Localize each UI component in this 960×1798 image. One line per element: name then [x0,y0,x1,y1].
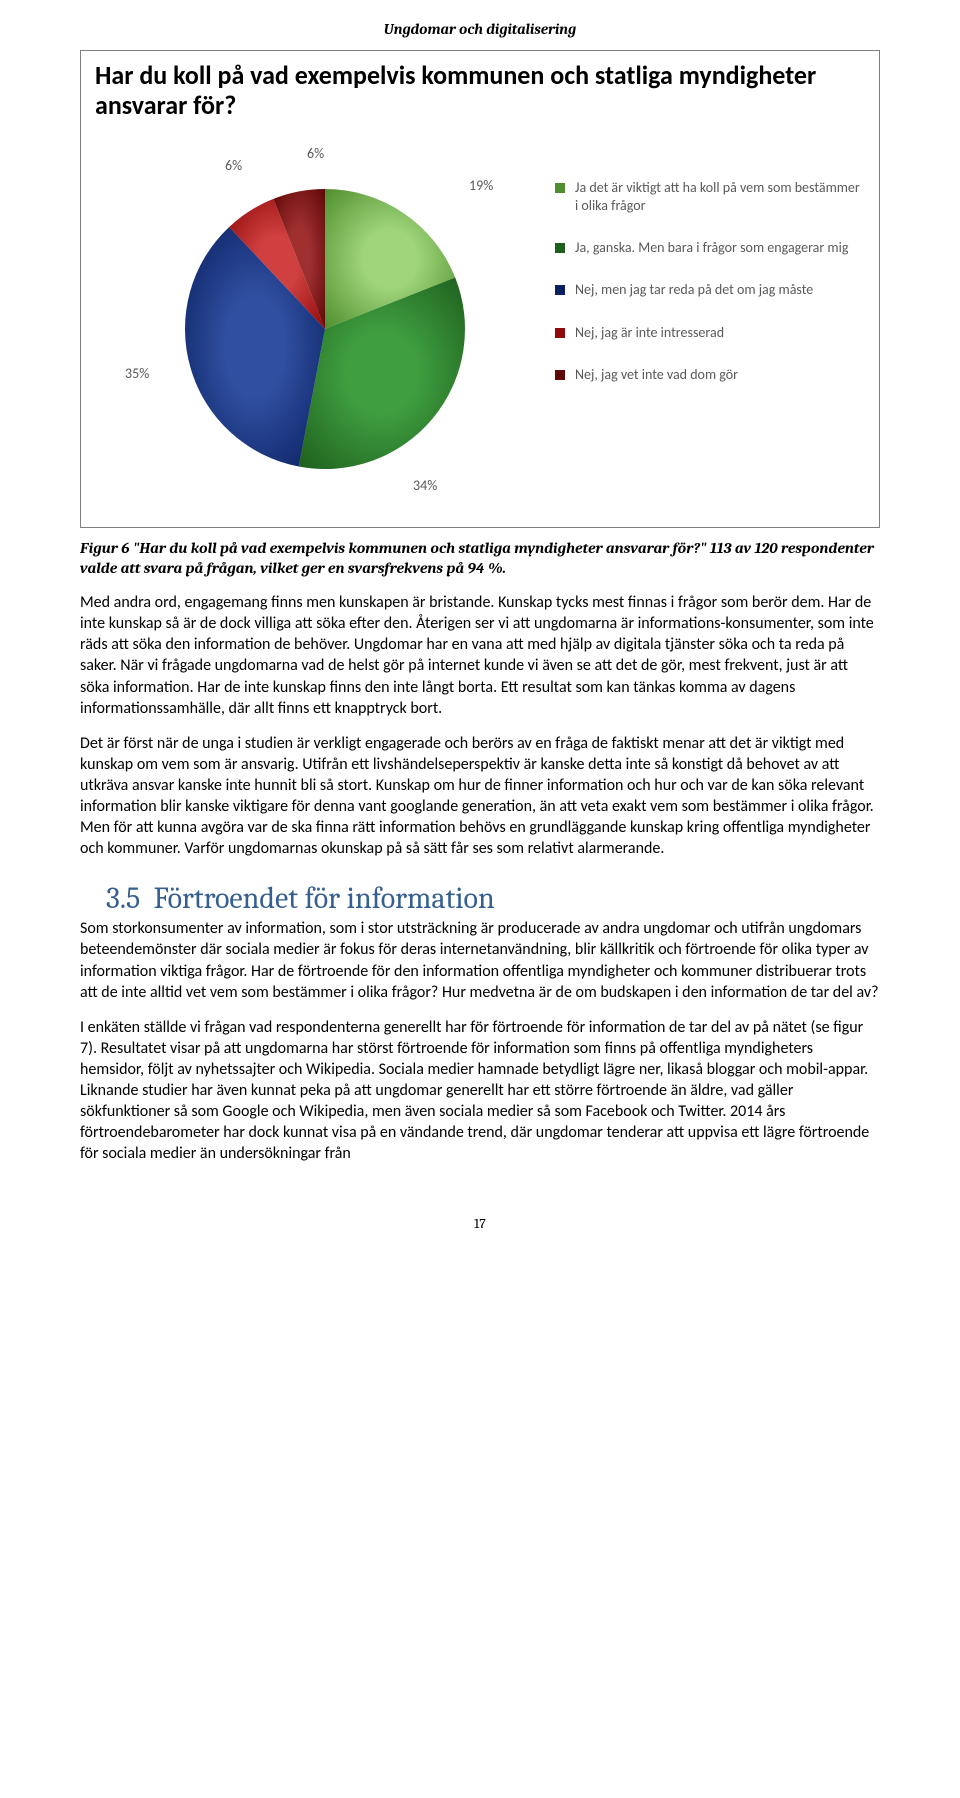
legend-swatch [555,243,565,253]
legend-swatch [555,285,565,295]
paragraph-3: Som storkonsumenter av information, som … [80,918,880,1002]
legend-item-4: Nej, jag vet inte vad dom gör [555,366,865,384]
section-heading: 3.5 Förtroendet för information [80,881,880,916]
legend-item-0: Ja det är viktigt att ha koll på vem som… [555,179,865,215]
page-header: Ungdomar och digitalisering [80,20,880,38]
legend-label: Ja, ganska. Men bara i frågor som engage… [575,239,848,257]
legend-item-3: Nej, jag är inte intresserad [555,324,865,342]
pie-label-4: 6% [307,145,324,162]
legend-item-2: Nej, men jag tar reda på det om jag måst… [555,281,865,299]
pie-svg [175,179,475,479]
paragraph-2: Det är först när de unga i studien är ve… [80,733,880,860]
legend-swatch [555,370,565,380]
pie-label-1: 34% [413,477,437,494]
pie-label-0: 19% [469,177,493,194]
legend-swatch [555,183,565,193]
chart-legend: Ja det är viktigt att ha koll på vem som… [555,129,865,509]
legend-label: Nej, jag är inte intresserad [575,324,724,342]
chart-title: Har du koll på vad exempelvis kommunen o… [95,61,865,121]
pie-label-2: 35% [125,365,149,382]
paragraph-4: I enkäten ställde vi frågan vad responde… [80,1017,880,1165]
figure-caption: Figur 6 "Har du koll på vad exempelvis k… [80,538,880,578]
page-number: 17 [80,1215,880,1232]
paragraph-1: Med andra ord, engagemang finns men kuns… [80,592,880,719]
legend-item-1: Ja, ganska. Men bara i frågor som engage… [555,239,865,257]
legend-label: Nej, jag vet inte vad dom gör [575,366,738,384]
section-number: 3.5 [106,881,140,916]
legend-label: Ja det är viktigt att ha koll på vem som… [575,179,865,215]
section-title: Förtroendet för information [153,881,494,916]
legend-swatch [555,328,565,338]
pie-label-3: 6% [225,157,242,174]
chart-container: Har du koll på vad exempelvis kommunen o… [80,50,880,528]
legend-label: Nej, men jag tar reda på det om jag måst… [575,281,813,299]
pie-chart: 19% 34% 35% 6% 6% [95,129,555,509]
